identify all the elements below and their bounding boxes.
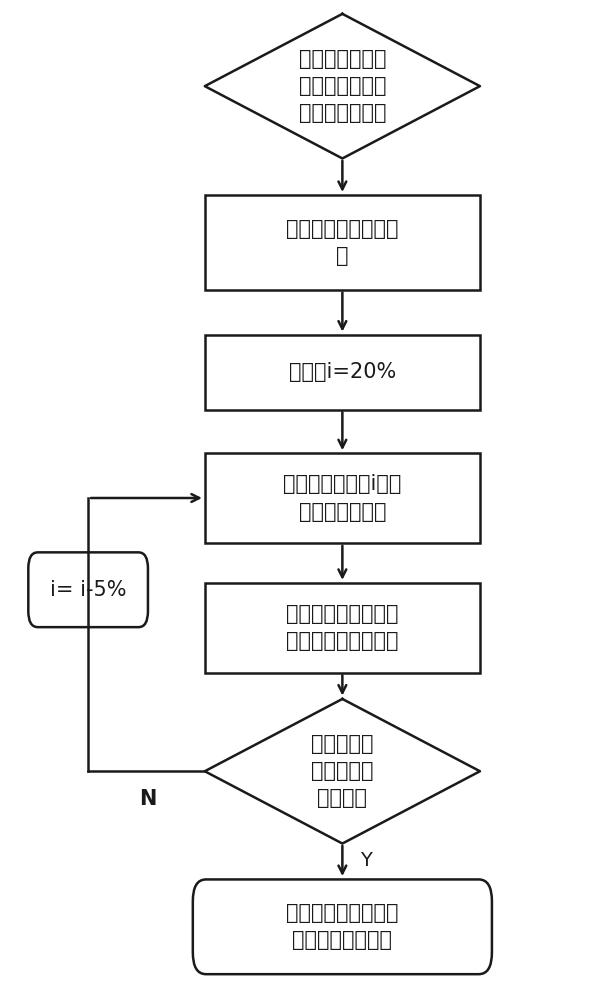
Text: Y: Y — [361, 851, 372, 870]
Text: 输出基于视觉震荡的
隧道洞门减光方案: 输出基于视觉震荡的 隧道洞门减光方案 — [286, 903, 398, 950]
Text: 减光植物类别选择与
密度、排列方式设计: 减光植物类别选择与 密度、排列方式设计 — [286, 604, 398, 651]
FancyBboxPatch shape — [193, 879, 492, 974]
FancyBboxPatch shape — [28, 552, 148, 627]
FancyBboxPatch shape — [205, 453, 480, 543]
Polygon shape — [205, 699, 480, 844]
FancyBboxPatch shape — [205, 335, 480, 410]
Text: 初始化i=20%: 初始化i=20% — [288, 362, 396, 382]
Text: 判断视觉震
荡减轻效果
是否达标: 判断视觉震 荡减轻效果 是否达标 — [311, 734, 374, 808]
Text: N: N — [139, 789, 157, 809]
FancyBboxPatch shape — [205, 195, 480, 290]
FancyBboxPatch shape — [205, 583, 480, 673]
Text: 输入多组瞳孔面
积变化率、车速
和亮度折减系数: 输入多组瞳孔面 积变化率、车速 和亮度折减系数 — [299, 49, 386, 123]
Polygon shape — [205, 14, 480, 158]
Text: 瞳孔面积变化率i的亮
度折减系数计算: 瞳孔面积变化率i的亮 度折减系数计算 — [283, 474, 401, 522]
Text: 视觉震荡回归模型构
建: 视觉震荡回归模型构 建 — [286, 219, 398, 266]
Text: i= i-5%: i= i-5% — [50, 580, 126, 600]
